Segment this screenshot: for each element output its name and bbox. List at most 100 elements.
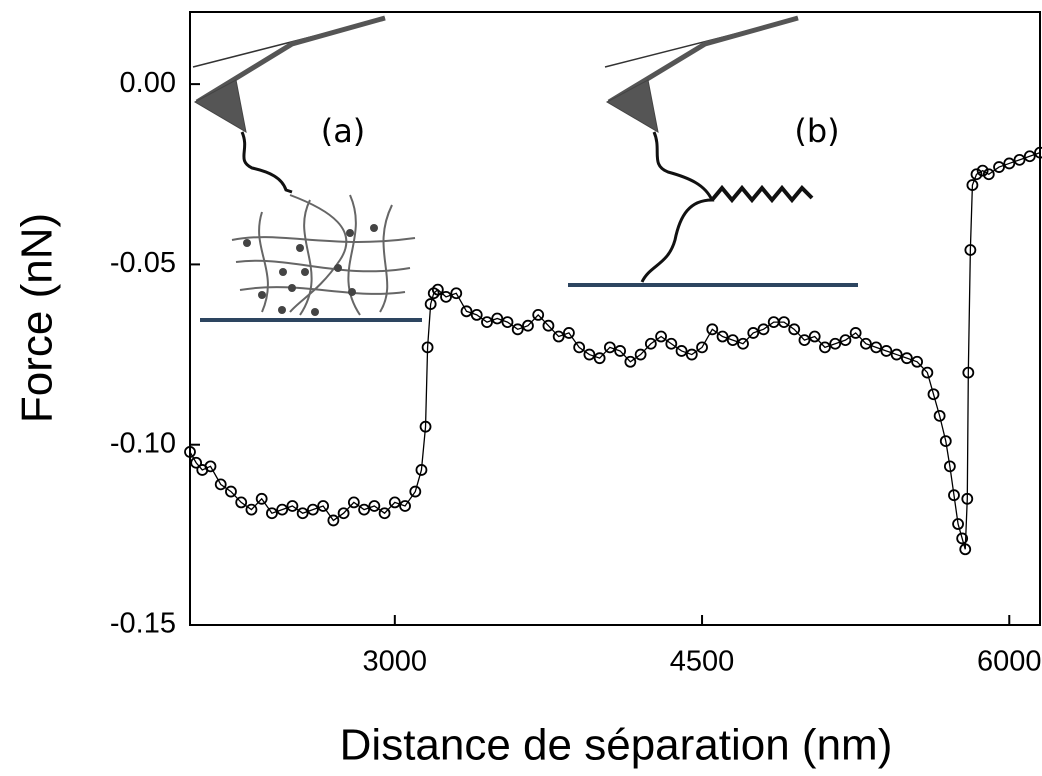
data-point <box>245 503 258 516</box>
data-point <box>962 366 975 379</box>
data-point <box>184 446 196 458</box>
data-point <box>337 507 350 520</box>
data-point <box>665 337 678 350</box>
data-point <box>716 330 729 343</box>
data-point <box>573 341 586 354</box>
y-tick-label: 0.00 <box>120 67 176 99</box>
data-point <box>956 532 969 545</box>
data-point <box>1013 153 1026 166</box>
data-point <box>778 316 790 329</box>
data-point <box>757 323 770 336</box>
data-point <box>737 337 749 350</box>
data-point <box>327 514 340 527</box>
data-point <box>964 244 977 256</box>
data-point <box>511 323 524 336</box>
data-point <box>959 543 972 556</box>
x-tick-label: 3000 <box>363 646 428 678</box>
data-point <box>532 308 545 321</box>
data-point <box>970 168 983 181</box>
data-point <box>276 503 289 516</box>
data-point <box>860 337 872 350</box>
y-tick-label: -0.05 <box>110 247 176 279</box>
data-point <box>491 312 504 325</box>
data-point <box>943 460 956 473</box>
x-tick-label: 4500 <box>670 646 735 678</box>
data-point <box>593 352 606 365</box>
data-point <box>204 460 217 473</box>
data-point <box>927 388 940 401</box>
annotation: (a) <box>321 112 366 150</box>
data-point <box>880 345 893 357</box>
data-point <box>993 161 1005 173</box>
data-point <box>1034 146 1042 159</box>
data-point <box>424 298 437 310</box>
data-point <box>982 168 995 181</box>
data-point <box>624 355 637 368</box>
y-tick-label: -0.10 <box>110 427 176 459</box>
data-point <box>829 337 842 350</box>
data-point <box>481 316 493 329</box>
data-point <box>614 345 627 357</box>
data-point <box>501 316 514 329</box>
data-point <box>706 323 719 336</box>
plot-frame <box>189 11 1041 626</box>
data-point <box>225 485 237 498</box>
data-point <box>948 489 960 502</box>
data-point <box>808 330 821 343</box>
x-axis-title: Distance de séparation (nm) <box>340 721 893 770</box>
data-point <box>317 500 330 512</box>
data-point <box>644 337 657 350</box>
data-point <box>415 464 428 476</box>
data-point <box>399 500 411 512</box>
data-point <box>306 503 319 516</box>
data-point <box>378 507 391 520</box>
y-tick-label: -0.15 <box>110 608 176 640</box>
data-point <box>870 341 883 354</box>
data-point <box>583 348 596 361</box>
x-tick-label: 6000 <box>977 646 1042 678</box>
data-point <box>788 323 801 336</box>
data-point <box>296 507 309 520</box>
data-point <box>368 500 381 512</box>
data-point <box>409 485 422 498</box>
data-point <box>470 308 483 321</box>
data-point <box>933 409 946 422</box>
data-point <box>235 496 248 509</box>
data-point <box>450 287 463 300</box>
data-point <box>563 327 575 339</box>
data-point <box>1023 150 1036 163</box>
data-point <box>552 330 565 343</box>
data-point <box>747 327 760 339</box>
y-axis-title: Force (nN) <box>13 213 62 423</box>
data-point <box>921 366 934 379</box>
data-point <box>819 341 831 354</box>
data-point <box>961 492 974 505</box>
data-point <box>696 341 708 354</box>
data-point <box>255 492 268 505</box>
inset-b <box>568 15 858 287</box>
data-point <box>976 164 989 177</box>
data-point <box>214 478 227 491</box>
data-point <box>542 319 555 332</box>
data-point <box>388 496 401 509</box>
data-point <box>911 355 924 368</box>
data-point <box>347 496 360 509</box>
data-point <box>849 327 862 339</box>
data-point <box>655 330 667 343</box>
data-point <box>522 319 534 332</box>
data-point <box>900 352 913 365</box>
data-point <box>431 283 444 296</box>
data-point <box>190 456 203 469</box>
annotation: (b) <box>794 112 839 150</box>
data-point <box>358 503 370 516</box>
data-point <box>460 305 473 318</box>
data-point <box>966 179 979 191</box>
inset-a <box>192 15 422 322</box>
data-point <box>952 518 964 530</box>
data-point <box>634 348 647 361</box>
data-point <box>839 334 852 347</box>
data-point <box>440 290 452 303</box>
data-point <box>603 341 616 354</box>
data-point <box>1003 157 1016 170</box>
